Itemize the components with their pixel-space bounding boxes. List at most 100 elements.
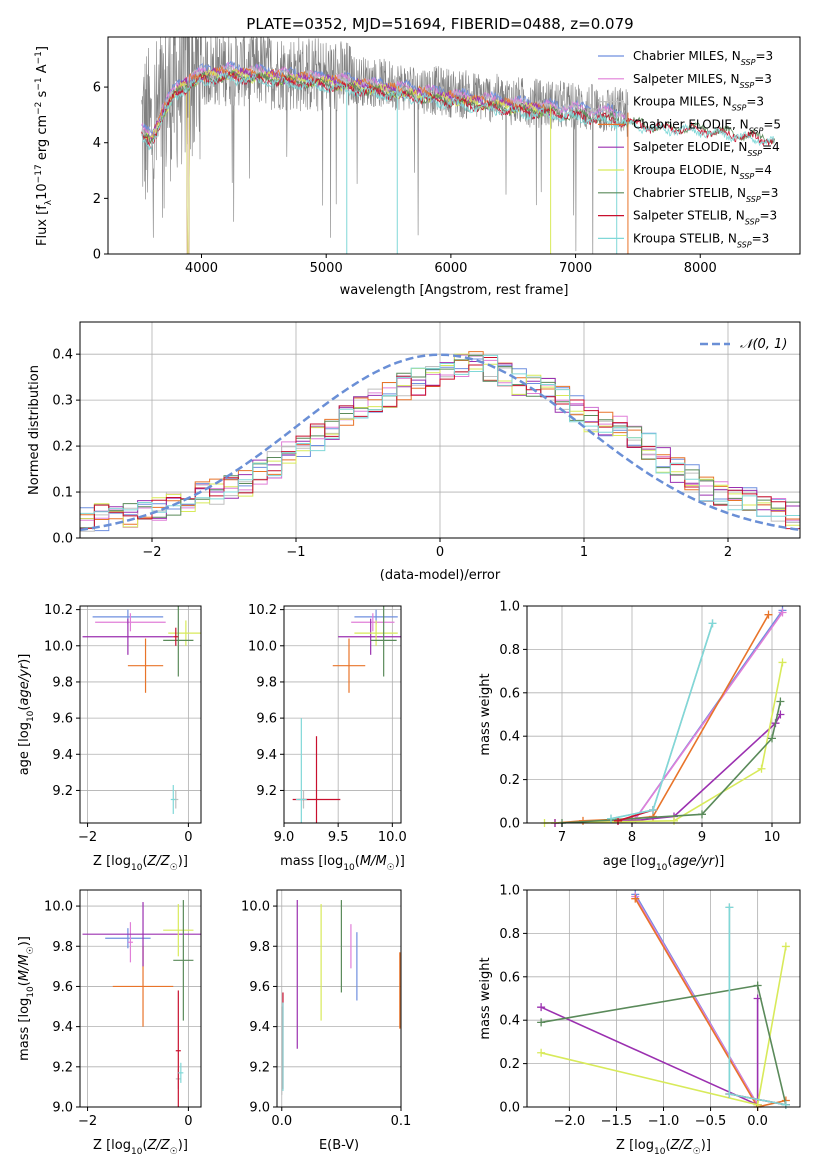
mass_vs_Z-point-chabrier_stelib [173, 900, 194, 1021]
mass_vs_Z-xtick-label: −2 [78, 1114, 97, 1129]
weight_vs_Z-xlabel: Z [log10(Z/Z☉)] [616, 1138, 711, 1157]
weight_vs_Z-marker-kroupa_stelib [725, 903, 734, 912]
residuals-ytick-label: 0.1 [52, 486, 73, 501]
weight_vs_Z-xtick-label: −0.5 [695, 1114, 727, 1129]
legend-label-base: Chabrier STELIB, N [633, 186, 746, 200]
age_vs_mass-frame: 9.0 9.5 10.0 9.2 9.4 9.6 9.8 10.0 10.2 mass [log1… [248, 603, 407, 873]
weight_vs_age-xlabel: age [log10(age/yr)] [603, 854, 725, 873]
residuals-ytick-label: 0.3 [52, 394, 73, 409]
age_vs_Z-point-kroupa_elodie [168, 620, 201, 646]
weight_vs_age-xtick-label: 10 [764, 830, 781, 845]
mass_vs_ebv-ytick-label: 9.0 [249, 1101, 270, 1116]
age_vs_mass-xlabel-part: ☉ [387, 863, 395, 873]
weight_vs_age-xtick-label: 8 [628, 830, 636, 845]
legend-label-tail: =3 [752, 231, 770, 245]
residuals-ytick-label: 0.0 [52, 532, 73, 547]
residuals-ylabel: Normed distribution [27, 365, 42, 495]
spectrum-xtick-label: 7000 [559, 261, 592, 276]
weight_vs_Z-series [537, 890, 790, 1111]
mass_vs_Z-ylabel-part: )] [17, 936, 32, 946]
legend-label-base: Chabrier ELODIE, N [633, 117, 749, 131]
residuals-hist-salpeter_stelib [80, 357, 800, 530]
weight_vs_age-marker-kroupa_elodie [757, 764, 766, 773]
age_vs_Z-xtick-label: 0 [184, 830, 192, 845]
weight_vs_age-xlabel-part: 10 [656, 863, 668, 873]
legend-label-chabrier_miles: Chabrier MILES, NSSP=3 [633, 49, 773, 67]
weight_vs_Z-xlabel-part: Z/Z [670, 1138, 694, 1153]
weight_vs_age-marker-salpeter_miles [778, 608, 787, 617]
age_vs_Z-point-salpeter_elodie [82, 618, 174, 655]
age_vs_Z-point-salpeter_stelib [173, 627, 179, 646]
age_vs_Z-ytick-label: 9.2 [52, 784, 73, 799]
weight_vs_age-ylabel: mass weight [478, 673, 493, 755]
legend-label-tail: =3 [746, 95, 764, 109]
age_vs_mass-xlabel-part: mass [log [280, 854, 343, 869]
mass_vs_Z-ylabel: mass [log10(M/M☉)] [17, 936, 36, 1061]
age_vs_Z-point-salpeter_miles [95, 613, 166, 632]
legend-label-sub: SSP [745, 217, 760, 226]
weight_vs_Z-xtick-label: 0.0 [747, 1114, 768, 1129]
age_vs_mass-xlabel-part: )] [395, 854, 405, 869]
mass_vs_ebv-points [281, 900, 401, 1095]
mass_vs_Z-ytick-label: 9.4 [52, 1020, 73, 1035]
legend-label-tail: =4 [762, 140, 780, 154]
mass_vs_Z-xlabel: Z [log10(Z/Z☉)] [93, 1138, 188, 1157]
weight_vs_age-xtick-label: 7 [558, 830, 566, 845]
weight_vs_Z-ytick-label: 0.0 [499, 1101, 520, 1116]
legend-label-sub: SSP [746, 194, 761, 203]
weight_vs_age-plot-frame [526, 605, 801, 824]
spectrum-ylabel-part: −17 [34, 164, 44, 183]
weight_vs_Z-xlabel-part: 10 [654, 1147, 666, 1157]
weight_vs_Z-xtick-label: −1.5 [601, 1114, 633, 1129]
mass_vs_Z-ylabel-part: mass [log [17, 998, 32, 1061]
spectrum-xtick-label: 6000 [434, 261, 467, 276]
mass_vs_Z-ytick-label: 9.6 [52, 980, 73, 995]
residuals-xtick-label: 0 [436, 545, 444, 560]
mass_vs_Z-plot-frame [79, 889, 202, 1108]
age_vs_mass-ytick-label: 9.8 [256, 675, 277, 690]
mass_vs_Z-ylabel-part: ( [17, 981, 32, 986]
weight_vs_age-marker-chabrier_elodie [764, 610, 773, 619]
mass_vs_Z-xlabel-part: )] [178, 1138, 188, 1153]
residuals-hist-salpeter_elodie [80, 354, 800, 519]
spectrum-ytick-label: 0 [93, 248, 101, 263]
spectrum-ylabel-part: ] [35, 46, 50, 51]
age_vs_Z-plot-frame [79, 605, 202, 824]
spectrum-ylabel-part: −1 [34, 51, 44, 64]
residuals-ytick-label: 0.4 [52, 348, 73, 363]
weight_vs_age-ytick-label: 0.6 [499, 686, 520, 701]
spectrum-ylabel-part: 10 [35, 183, 50, 200]
legend-label-tail: =4 [754, 163, 772, 177]
spectrum-model-salpeter_stelib [141, 70, 775, 149]
spectrum-xtick-label: 4000 [185, 261, 218, 276]
legend-label-sub: SSP [741, 58, 756, 67]
age_vs_mass-plot-frame [283, 605, 402, 824]
age_vs_Z-frame: −2 09.29.49.69.810.010.2Z [log10(Z/Z☉)]ag… [17, 603, 202, 873]
mass_vs_Z-point-kroupa_stelib [178, 1062, 184, 1083]
mass_vs_Z-ytick-label: 9.8 [52, 940, 73, 955]
age_vs_Z-point-kroupa_stelib [170, 785, 176, 814]
legend-label-base: Chabrier MILES, N [633, 49, 741, 63]
mass_vs_Z-points [82, 900, 201, 1107]
weight_vs_age-xtick-label: 9 [698, 830, 706, 845]
weight_vs_Z-line-salpeter_miles [634, 896, 759, 1106]
age_vs_Z-ytick-label: 9.6 [52, 712, 73, 727]
spectrum-ylabel-part: erg cm [35, 115, 50, 164]
age_vs_Z-xlabel-part: ☉ [170, 863, 178, 873]
legend-label-tail: =3 [754, 72, 772, 86]
residuals-xlabel: (data-model)/error [380, 568, 501, 583]
weight_vs_Z-ytick-label: 0.2 [499, 1057, 520, 1072]
age_vs_Z-ylabel: age [log10(age/yr)] [17, 654, 36, 776]
age_vs_Z-ylabel-part: ( [17, 706, 32, 711]
age_vs_mass-point-chabrier_stelib [370, 606, 397, 677]
weight_vs_age-marker-kroupa_elodie [778, 658, 787, 667]
spectrum-ylabel-part: λ [44, 199, 54, 205]
age_vs_Z-axes [80, 606, 201, 823]
mass_vs_ebv-frame: 0.0 0.1 9.0 9.2 9.4 9.6 9.8 10.0 [241, 889, 411, 1129]
mass_vs_Z-xlabel-part: Z/Z [147, 1138, 171, 1153]
residuals-xtick-label: −1 [286, 545, 305, 560]
residuals-steps [80, 351, 800, 532]
age_vs_mass-xlabel: mass [log10(M/M☉)] [280, 854, 405, 873]
mass_vs_ebv-xlabel: E(B-V) [319, 1138, 359, 1153]
